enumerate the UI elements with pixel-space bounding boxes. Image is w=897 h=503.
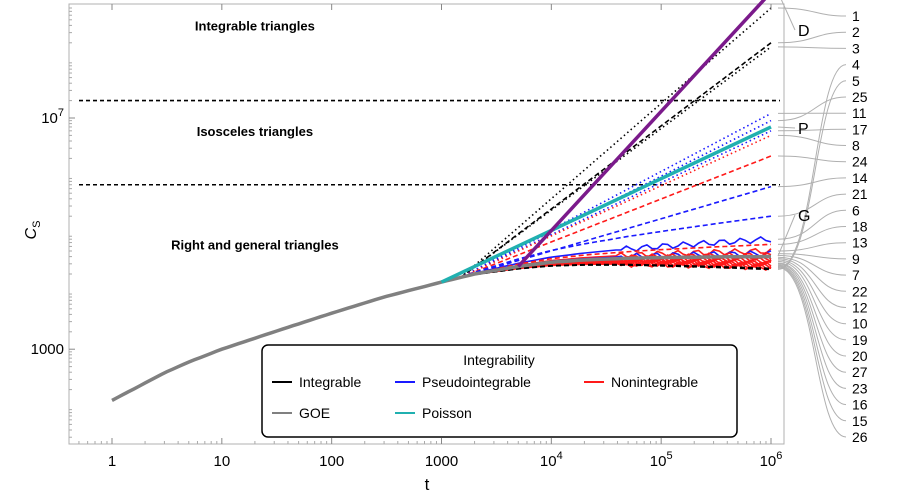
x-tick-exp: 5 — [666, 450, 672, 462]
curve-number-labels: 1234525111782414216181397221210192027231… — [778, 0, 868, 445]
curve-number-label: 9 — [852, 251, 860, 267]
ensemble-label-connector — [778, 215, 795, 256]
curve-number-label: 25 — [852, 89, 868, 105]
curve-number-label: 26 — [852, 429, 868, 445]
curves — [461, 8, 771, 277]
curve-label-connector — [778, 32, 846, 43]
ensemble-label-connector — [778, 127, 795, 128]
y-axis-label-main: C — [23, 227, 40, 239]
curve-number-label: 11 — [852, 105, 867, 121]
x-tick-label: 105 — [650, 450, 673, 470]
curve-label-connector — [778, 97, 846, 121]
x-tick-label: 100 — [319, 453, 344, 470]
y-tick-label: 107 — [41, 107, 64, 127]
curve-1 — [461, 8, 771, 277]
ensemble-label-D: D — [798, 23, 810, 40]
curve-label-connector — [778, 135, 846, 145]
curve-number-label: 4 — [852, 57, 860, 73]
x-axis-label: t — [425, 475, 430, 494]
curve-number-label: 1 — [852, 8, 860, 24]
x-tick-exp: 4 — [557, 450, 563, 462]
curve-number-label: 10 — [852, 316, 868, 332]
ensemble-label-G: G — [798, 208, 810, 225]
curve-number-label: 14 — [852, 170, 868, 186]
curve-number-label: 19 — [852, 332, 868, 348]
x-tick-label: 106 — [760, 450, 783, 470]
curve-label-connector — [778, 194, 846, 216]
legend: Integrability Integrable Pseudointegrable… — [262, 345, 737, 437]
region-label: Isosceles triangles — [197, 124, 313, 139]
legend-label: Integrable — [299, 374, 361, 390]
region-labels: Integrable triangles Isosceles triangles R… — [171, 18, 339, 252]
y-tick-base: 10 — [41, 110, 58, 127]
curve-label-connector — [778, 156, 846, 162]
curve-number-label: 18 — [852, 219, 868, 235]
curve-number-label: 7 — [852, 267, 860, 283]
y-axis-label: CS — [23, 221, 43, 240]
curve-number-label: 13 — [852, 235, 868, 251]
curve-number-label: 21 — [852, 186, 868, 202]
y-tick-exp: 7 — [58, 107, 64, 119]
curve-number-label: 24 — [852, 154, 868, 170]
region-label: Right and general triangles — [171, 237, 339, 252]
legend-label: Pseudointegrable — [422, 374, 531, 390]
legend-label: Poisson — [422, 405, 472, 421]
ensemble-curves — [112, 0, 771, 400]
curve-number-label: 12 — [852, 299, 868, 315]
x-tick-base: 10 — [760, 453, 777, 470]
y-axis-label-sub: S — [31, 221, 43, 228]
curve-label-connector — [778, 47, 846, 49]
ensemble-label-P: P — [798, 121, 809, 138]
curve-label-connector — [778, 129, 846, 131]
legend-label: Nonintegrable — [611, 374, 698, 390]
x-tick-exp: 6 — [776, 450, 782, 462]
curve-label-connector — [778, 227, 846, 245]
x-tick-base: 10 — [650, 453, 667, 470]
curve-number-label: 15 — [852, 413, 868, 429]
curve-number-label: 16 — [852, 397, 868, 413]
region-label: Integrable triangles — [195, 18, 315, 33]
curve-number-label: 6 — [852, 202, 860, 218]
curve-number-label: 5 — [852, 73, 860, 89]
curve-number-label: 23 — [852, 380, 868, 396]
curve-label-connector — [778, 65, 846, 269]
y-tick-label: 1000 — [31, 341, 64, 358]
x-tick-label: 104 — [540, 450, 563, 470]
curve-number-label: 2 — [852, 24, 860, 40]
curve-label-connector — [778, 81, 846, 270]
x-tick-label: 1 — [108, 453, 116, 470]
curve-number-label: 22 — [852, 283, 868, 299]
curve-label-connector — [778, 210, 846, 239]
x-tick-label: 1000 — [425, 453, 458, 470]
legend-title: Integrability — [463, 352, 535, 368]
curve-number-label: 17 — [852, 121, 868, 137]
legend-label: GOE — [299, 405, 330, 421]
curve-number-label: 3 — [852, 40, 860, 56]
x-tick-base: 10 — [540, 453, 557, 470]
curve-number-label: 27 — [852, 364, 868, 380]
curve-number-label: 8 — [852, 138, 860, 154]
x-tick-label: 10 — [213, 453, 230, 470]
curve-number-label: 20 — [852, 348, 868, 364]
